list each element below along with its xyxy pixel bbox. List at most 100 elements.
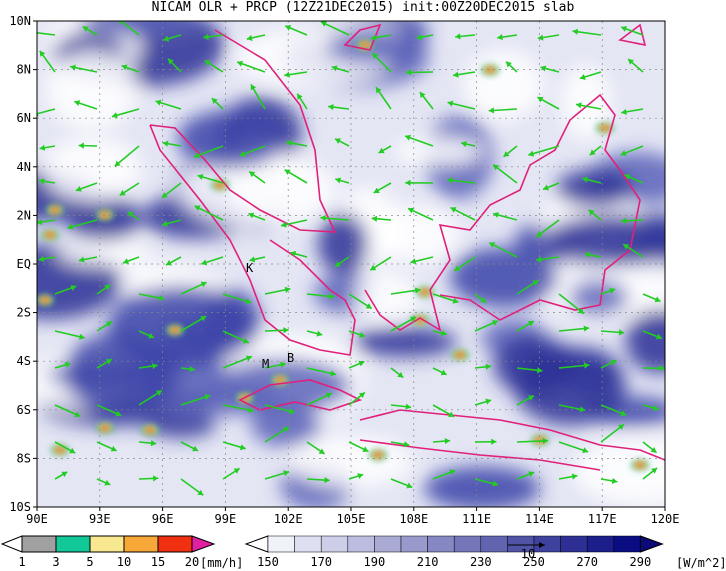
arrow-head <box>104 479 111 486</box>
cb-label: 250 <box>523 555 545 569</box>
arrow-head <box>542 437 548 444</box>
wind-vectors <box>24 21 665 496</box>
arrow-head <box>611 477 618 484</box>
lon-label: 108E <box>399 512 428 526</box>
cloud <box>560 64 612 140</box>
place-label: K <box>246 261 254 275</box>
arrow-head <box>24 29 29 35</box>
arrow-head <box>579 406 586 413</box>
lon-label: 117E <box>588 512 617 526</box>
arrow-head <box>242 337 249 344</box>
arrow-head <box>403 441 410 448</box>
cloud <box>81 21 200 37</box>
lat-label: 10N <box>9 14 31 28</box>
cb-box <box>294 535 322 553</box>
cloud <box>203 289 261 352</box>
lat-label: 8N <box>17 63 31 77</box>
arrow-head <box>152 475 159 482</box>
cloud <box>57 241 154 266</box>
arrow-head <box>492 480 499 487</box>
arrow-head <box>75 185 82 192</box>
lon-label: 120E <box>651 512 680 526</box>
place-label: B <box>287 351 294 365</box>
wind-arrow <box>222 355 253 369</box>
arrow-head <box>250 84 257 91</box>
arrow-head <box>123 258 129 265</box>
arrow-head <box>189 366 195 373</box>
arrow-head <box>119 189 126 196</box>
arrow-head <box>246 34 253 41</box>
rain-cell <box>217 183 223 187</box>
lat-label: 2N <box>17 208 31 222</box>
arrow-head <box>249 171 256 178</box>
cb-label: 210 <box>417 555 439 569</box>
arrow-head <box>194 205 201 211</box>
arrow-head <box>503 151 510 157</box>
arrow-head <box>330 370 337 377</box>
arrow-head <box>69 447 76 454</box>
arrow-head <box>416 34 423 41</box>
arrow-head <box>237 60 244 67</box>
arrow-head <box>528 471 535 478</box>
cloud <box>179 153 337 226</box>
arrow-head <box>74 100 81 107</box>
arrow-head <box>656 333 662 340</box>
arrow-head <box>325 392 332 399</box>
arrow-head <box>376 87 382 94</box>
arrow-head <box>115 410 122 417</box>
arrow-head <box>359 331 365 338</box>
arrow-head <box>248 406 254 414</box>
arrow-head <box>454 265 461 271</box>
arrow-head <box>245 298 252 305</box>
arrow-head <box>285 25 292 31</box>
arrow-head <box>628 59 634 65</box>
ref-label: 10 <box>521 547 535 561</box>
lat-label: 8S <box>17 451 31 465</box>
cloud <box>354 272 419 321</box>
arrow-head <box>192 445 199 452</box>
cb-label: 290 <box>630 555 652 569</box>
arrow-head <box>621 108 627 115</box>
cloud <box>556 169 634 208</box>
cloud <box>147 411 216 438</box>
cloud <box>545 214 665 265</box>
arrow-head <box>331 65 338 72</box>
arrow-head <box>589 149 596 156</box>
arrow-head <box>39 144 46 151</box>
lon-label: 102E <box>274 512 303 526</box>
arrow-head <box>280 361 286 368</box>
arrow-head <box>372 53 379 59</box>
arrow-head <box>111 112 118 119</box>
cb-unit: [W/m^2] <box>676 556 726 570</box>
wind-arrow <box>528 145 560 156</box>
cb-box <box>374 535 402 553</box>
arrow-head <box>79 333 85 340</box>
arrow-head <box>378 147 385 154</box>
arrow-head <box>283 327 289 334</box>
arrow-head <box>528 150 535 157</box>
arrow-head <box>650 447 657 453</box>
arrow-head <box>64 361 71 368</box>
arrow-head <box>204 394 211 401</box>
cb-box <box>400 535 428 553</box>
cb-box <box>560 535 588 553</box>
arrow-head <box>245 355 252 362</box>
arrow-head <box>618 329 625 336</box>
cloud <box>393 136 484 166</box>
arrow-head <box>582 176 588 183</box>
cb-label: 3 <box>52 555 59 569</box>
arrow-head <box>286 139 292 147</box>
arrow-head <box>211 98 218 104</box>
arrow-head <box>493 164 500 171</box>
arrow-head <box>114 160 121 167</box>
arrow-head <box>414 287 421 294</box>
arrow-head <box>440 330 447 337</box>
title: NICAM OLR + PRCP (12Z21DEC2015) init:00Z… <box>152 0 575 15</box>
arrow-head <box>284 286 291 293</box>
arrow-head <box>155 99 162 106</box>
arrow-head <box>373 187 380 193</box>
cb-label: 20 <box>185 555 199 569</box>
arrow-head <box>623 244 630 250</box>
arrow-head <box>651 468 658 474</box>
arrow-head <box>461 141 467 148</box>
